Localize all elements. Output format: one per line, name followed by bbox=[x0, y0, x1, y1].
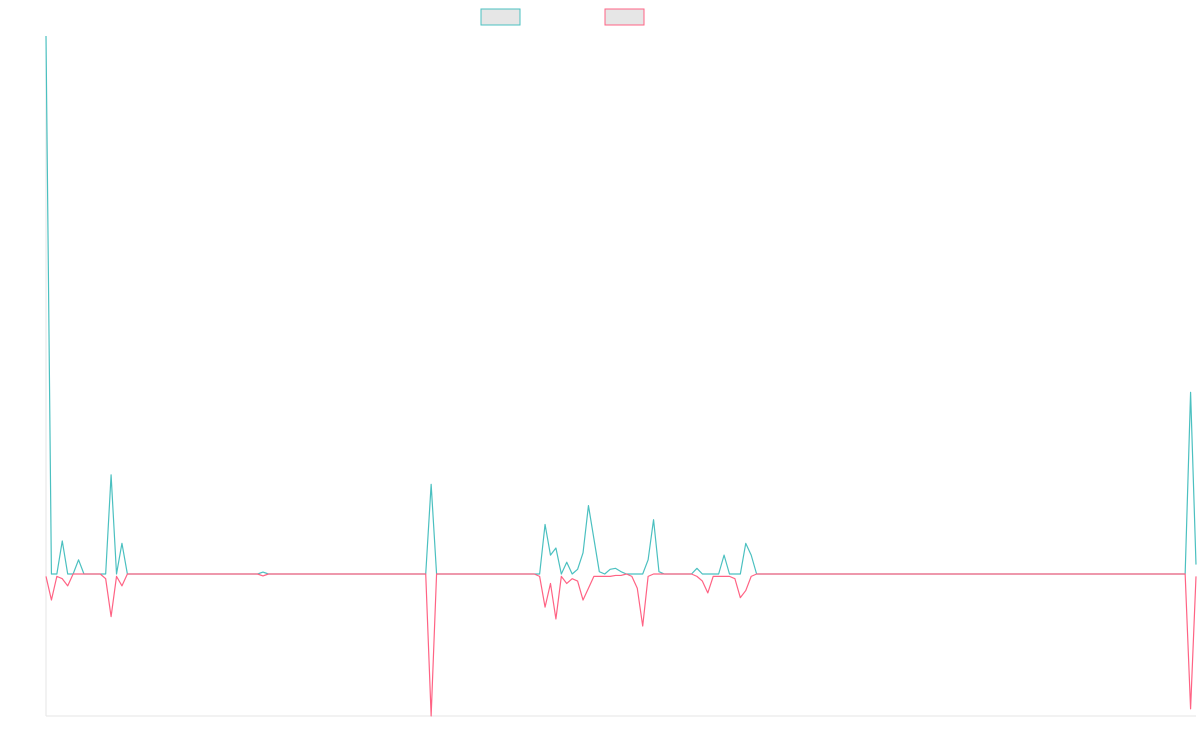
series-line-2 bbox=[45, 573, 1197, 717]
axes bbox=[45, 36, 1196, 717]
series-line-1 bbox=[45, 35, 1197, 575]
legend bbox=[480, 8, 645, 26]
series-group bbox=[45, 35, 1197, 717]
legend-swatch-2[interactable] bbox=[604, 8, 645, 26]
legend-swatch-1[interactable] bbox=[480, 8, 521, 26]
